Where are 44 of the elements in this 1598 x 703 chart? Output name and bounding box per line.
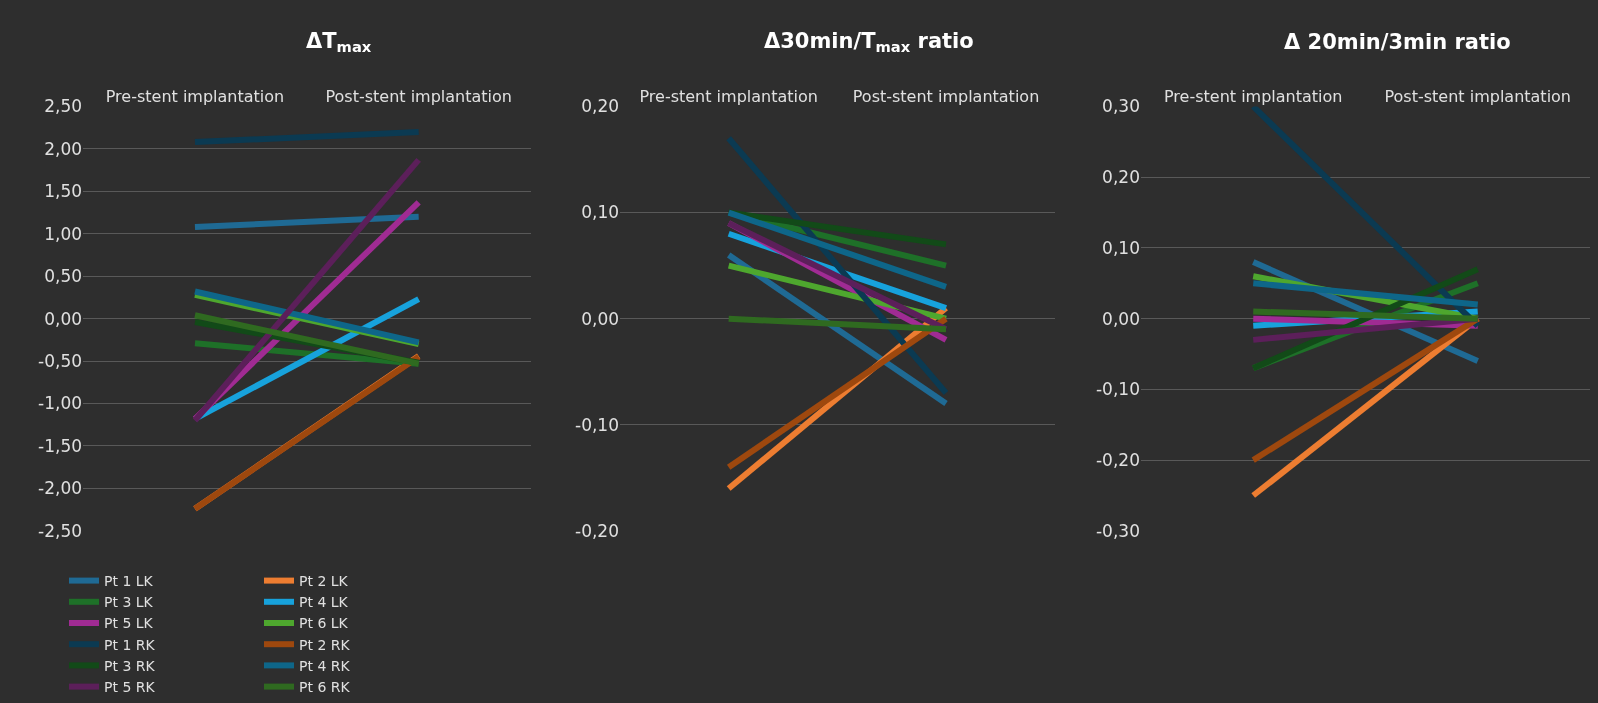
legend-label: Pt 1 LK	[104, 573, 154, 590]
x-tick-label: Pre-stent implantation	[1164, 87, 1343, 107]
y-tick-label: 0,00	[581, 308, 620, 329]
legend-label: Pt 6 LK	[299, 615, 349, 632]
y-tick-label: -2,50	[38, 520, 83, 541]
x-tick-label: Pre-stent implantation	[105, 87, 285, 107]
legend-label: Pt 1 RK	[104, 636, 156, 653]
x-tick-label: Post-stent implantation	[1384, 87, 1572, 107]
y-tick-label: -1,50	[38, 435, 83, 456]
y-tick-label: 1,50	[44, 181, 83, 202]
x-tick-label: Post-stent implantation	[852, 87, 1040, 107]
y-tick-label: -0,10	[575, 414, 620, 435]
y-tick-label: 1,00	[44, 223, 83, 244]
chart-title: Δ30min/T$_{max}$ ratio	[764, 29, 974, 56]
y-tick-label: 0,10	[581, 202, 620, 223]
legend-label: Pt 2 RK	[299, 636, 351, 653]
y-tick-label: 0,20	[1102, 167, 1140, 188]
legend-label: Pt 3 LK	[104, 594, 154, 611]
y-tick-label: -0,20	[1095, 450, 1140, 471]
y-tick-label: -0,30	[1095, 520, 1140, 541]
y-tick-label: 0,50	[44, 266, 83, 287]
chart-title: Δ 20min/3min ratio	[1284, 30, 1511, 54]
y-tick-label: 2,00	[44, 138, 83, 159]
chart-title: ΔT$_{max}$	[306, 29, 372, 56]
legend-label: Pt 4 RK	[299, 657, 351, 674]
x-tick-label: Post-stent implantation	[325, 87, 512, 107]
legend-label: Pt 5 RK	[104, 679, 156, 696]
y-tick-label: 0,10	[1102, 237, 1140, 258]
legend-label: Pt 3 RK	[104, 657, 156, 674]
y-tick-label: -2,00	[38, 478, 83, 499]
y-tick-label: 0,00	[1102, 308, 1140, 329]
y-tick-label: -0,20	[575, 520, 620, 541]
y-tick-label: -0,50	[38, 351, 83, 372]
y-tick-label: 0,00	[44, 308, 83, 329]
y-tick-label: 0,30	[1102, 96, 1140, 117]
y-tick-label: -1,00	[38, 393, 83, 414]
legend-label: Pt 4 LK	[299, 594, 349, 611]
legend-label: Pt 5 LK	[104, 615, 154, 632]
legend-label: Pt 2 LK	[299, 573, 349, 590]
legend-label: Pt 6 RK	[299, 679, 351, 696]
y-tick-label: 0,20	[581, 96, 620, 117]
y-tick-label: -0,10	[1095, 379, 1140, 400]
y-tick-label: 2,50	[44, 96, 83, 117]
x-tick-label: Pre-stent implantation	[639, 87, 818, 107]
